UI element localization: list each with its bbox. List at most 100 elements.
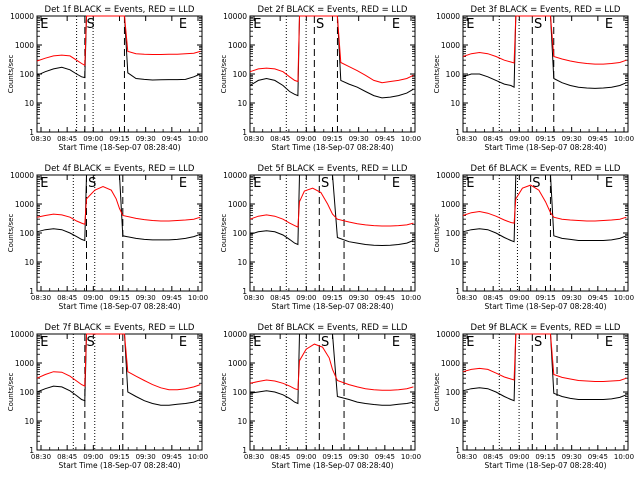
x-axis-label: Start Time (18-Sep-07 08:28:40) bbox=[485, 302, 607, 311]
x-tick-label: 08:30 bbox=[457, 135, 477, 143]
marker-letter: S bbox=[88, 176, 96, 191]
chart-title: Det 4f BLACK = Events, RED = LLD bbox=[45, 164, 195, 174]
y-tick-label: 1000 bbox=[441, 41, 460, 50]
marker-letter: S bbox=[87, 17, 95, 32]
y-axis-label: Counts/sec bbox=[220, 214, 228, 253]
y-axis-label: Counts/sec bbox=[7, 55, 15, 94]
plot-frame bbox=[36, 333, 203, 451]
chart-title: Det 7f BLACK = Events, RED = LLD bbox=[45, 323, 195, 333]
x-tick-label: 08:30 bbox=[31, 294, 51, 302]
y-tick-label: 1 bbox=[455, 446, 460, 455]
y-tick-label: 1 bbox=[242, 446, 247, 455]
chart-panel: Det 7f BLACK = Events, RED = LLD 1 10 100 10… bbox=[7, 323, 208, 470]
chart-title: Det 3f BLACK = Events, RED = LLD bbox=[471, 5, 621, 15]
x-tick-label: 10:00 bbox=[614, 294, 634, 302]
chart-panel: Det 9f BLACK = Events, RED = LLD 1 10 100 10… bbox=[433, 323, 634, 470]
y-tick-label: 1000 bbox=[15, 200, 34, 209]
y-tick-label: 10 bbox=[450, 417, 460, 426]
x-tick-label: 09:00 bbox=[83, 294, 103, 302]
x-tick-label: 09:15 bbox=[109, 294, 129, 302]
plot-frame bbox=[462, 333, 629, 451]
y-tick-label: 10000 bbox=[10, 12, 34, 21]
marker-letter: E bbox=[392, 335, 400, 350]
y-tick-label: 1 bbox=[29, 446, 34, 455]
y-tick-label: 10000 bbox=[436, 171, 460, 180]
y-tick-label: 10 bbox=[237, 99, 247, 108]
x-tick-label: 09:30 bbox=[562, 453, 582, 461]
x-axis-label: Start Time (18-Sep-07 08:28:40) bbox=[59, 143, 181, 152]
marker-letter: E bbox=[179, 176, 187, 191]
x-tick-label: 10:00 bbox=[188, 294, 208, 302]
x-tick-label: 09:45 bbox=[375, 453, 395, 461]
lld-series-line bbox=[462, 15, 627, 65]
y-axis-label: Counts/sec bbox=[433, 373, 441, 412]
y-tick-label: 100 bbox=[446, 388, 461, 397]
marker-letter: S bbox=[321, 335, 329, 350]
y-tick-label: 10 bbox=[450, 99, 460, 108]
chart-panel: Det 4f BLACK = Events, RED = LLD 1 10 100 10… bbox=[7, 164, 208, 311]
x-tick-label: 09:30 bbox=[562, 294, 582, 302]
plot-frame bbox=[249, 174, 416, 292]
x-tick-label: 09:30 bbox=[136, 135, 156, 143]
x-tick-label: 08:45 bbox=[270, 294, 290, 302]
x-tick-label: 08:30 bbox=[31, 135, 51, 143]
lld-series-line bbox=[36, 333, 201, 391]
plot-frame bbox=[462, 15, 629, 133]
events-series-line bbox=[462, 333, 627, 402]
chart-title: Det 2f BLACK = Events, RED = LLD bbox=[258, 5, 408, 15]
y-tick-label: 100 bbox=[20, 229, 35, 238]
x-tick-label: 08:30 bbox=[244, 135, 264, 143]
y-tick-label: 10000 bbox=[10, 171, 34, 180]
y-tick-label: 1000 bbox=[228, 41, 247, 50]
lld-series-line bbox=[249, 187, 414, 228]
x-axis-label: Start Time (18-Sep-07 08:28:40) bbox=[59, 302, 181, 311]
y-axis-label: Counts/sec bbox=[220, 373, 228, 412]
x-axis-label: Start Time (18-Sep-07 08:28:40) bbox=[272, 302, 394, 311]
x-tick-label: 08:45 bbox=[483, 135, 503, 143]
marker-letter: E bbox=[392, 17, 400, 32]
y-tick-label: 1000 bbox=[15, 41, 34, 50]
x-tick-label: 09:45 bbox=[588, 453, 608, 461]
plot-frame bbox=[36, 174, 203, 292]
y-tick-label: 1000 bbox=[228, 200, 247, 209]
marker-letter: E bbox=[179, 17, 187, 32]
y-tick-label: 100 bbox=[446, 229, 461, 238]
x-tick-label: 08:45 bbox=[270, 135, 290, 143]
y-tick-label: 100 bbox=[233, 229, 248, 238]
x-tick-label: 09:45 bbox=[375, 135, 395, 143]
x-tick-label: 09:30 bbox=[349, 135, 369, 143]
marker-letter: E bbox=[466, 176, 474, 191]
lld-series-line bbox=[462, 333, 627, 382]
marker-letter: S bbox=[534, 335, 542, 350]
x-tick-label: 09:15 bbox=[109, 453, 129, 461]
x-tick-label: 09:00 bbox=[83, 453, 103, 461]
chart-title: Det 5f BLACK = Events, RED = LLD bbox=[258, 164, 408, 174]
chart-panel: Det 6f BLACK = Events, RED = LLD 1 10 100 10… bbox=[433, 164, 634, 311]
x-tick-label: 10:00 bbox=[614, 135, 634, 143]
x-tick-label: 09:30 bbox=[349, 453, 369, 461]
x-tick-label: 09:00 bbox=[509, 135, 529, 143]
chart-panel: Det 1f BLACK = Events, RED = LLD 1 10 100 10… bbox=[7, 5, 208, 152]
x-tick-label: 09:15 bbox=[322, 294, 342, 302]
x-tick-label: 08:30 bbox=[244, 453, 264, 461]
x-axis-label: Start Time (18-Sep-07 08:28:40) bbox=[272, 461, 394, 470]
x-tick-label: 09:00 bbox=[296, 453, 316, 461]
y-tick-label: 100 bbox=[20, 388, 35, 397]
y-axis-label: Counts/sec bbox=[433, 214, 441, 253]
marker-letter: E bbox=[253, 176, 261, 191]
lld-series-line bbox=[249, 343, 414, 391]
x-tick-label: 10:00 bbox=[401, 135, 421, 143]
x-tick-label: 09:00 bbox=[509, 294, 529, 302]
x-tick-label: 09:00 bbox=[296, 135, 316, 143]
y-tick-label: 10000 bbox=[223, 171, 247, 180]
x-axis-label: Start Time (18-Sep-07 08:28:40) bbox=[272, 143, 394, 152]
x-tick-label: 08:45 bbox=[57, 135, 77, 143]
events-series-line bbox=[249, 15, 414, 99]
y-tick-label: 10000 bbox=[223, 12, 247, 21]
x-tick-label: 09:15 bbox=[322, 453, 342, 461]
marker-letter: E bbox=[605, 176, 613, 191]
marker-letter: S bbox=[534, 17, 542, 32]
x-tick-label: 09:00 bbox=[83, 135, 103, 143]
lld-series-line bbox=[249, 15, 414, 84]
